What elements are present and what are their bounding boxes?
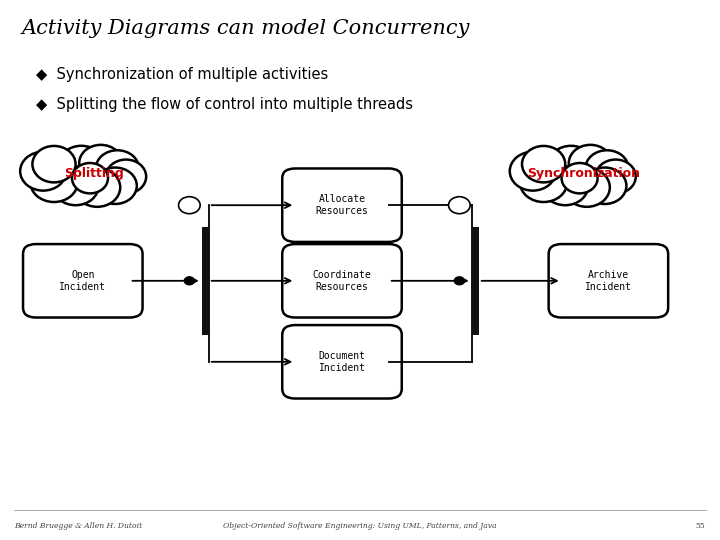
Ellipse shape bbox=[569, 145, 612, 181]
Text: Bernd Bruegge & Allen H. Dutoit: Bernd Bruegge & Allen H. Dutoit bbox=[14, 522, 143, 530]
Ellipse shape bbox=[32, 146, 76, 183]
Ellipse shape bbox=[96, 150, 139, 187]
Ellipse shape bbox=[564, 168, 610, 207]
Ellipse shape bbox=[583, 167, 626, 204]
Text: Document
Incident: Document Incident bbox=[318, 350, 366, 373]
Ellipse shape bbox=[522, 150, 580, 198]
Text: ◆  Synchronization of multiple activities: ◆ Synchronization of multiple activities bbox=[36, 68, 328, 83]
Ellipse shape bbox=[595, 160, 636, 193]
Bar bbox=[202, 227, 209, 335]
Ellipse shape bbox=[585, 150, 629, 187]
Ellipse shape bbox=[32, 150, 90, 198]
Ellipse shape bbox=[20, 152, 66, 191]
Ellipse shape bbox=[179, 197, 200, 214]
Ellipse shape bbox=[30, 162, 78, 202]
Ellipse shape bbox=[520, 162, 567, 202]
Bar bbox=[472, 227, 479, 335]
Ellipse shape bbox=[74, 168, 120, 207]
Ellipse shape bbox=[184, 277, 194, 285]
Text: Activity Diagrams can model Concurrency: Activity Diagrams can model Concurrency bbox=[22, 19, 470, 38]
Ellipse shape bbox=[522, 146, 565, 183]
FancyBboxPatch shape bbox=[549, 244, 668, 318]
Ellipse shape bbox=[53, 166, 99, 205]
Ellipse shape bbox=[548, 146, 594, 185]
Text: Synchronization: Synchronization bbox=[527, 167, 639, 180]
FancyBboxPatch shape bbox=[23, 244, 143, 318]
Ellipse shape bbox=[106, 160, 146, 193]
Text: Archive
Incident: Archive Incident bbox=[585, 269, 632, 292]
Text: 55: 55 bbox=[696, 522, 706, 530]
Ellipse shape bbox=[58, 146, 104, 185]
Text: Object-Oriented Software Engineering: Using UML, Patterns, and Java: Object-Oriented Software Engineering: Us… bbox=[223, 522, 497, 530]
Ellipse shape bbox=[72, 163, 108, 193]
Ellipse shape bbox=[94, 167, 137, 204]
Ellipse shape bbox=[562, 163, 598, 193]
Ellipse shape bbox=[79, 145, 122, 181]
FancyBboxPatch shape bbox=[282, 168, 402, 242]
Ellipse shape bbox=[542, 166, 588, 205]
Text: Splitting: Splitting bbox=[64, 167, 123, 180]
Text: Allocate
Resources: Allocate Resources bbox=[315, 194, 369, 217]
FancyBboxPatch shape bbox=[282, 244, 402, 318]
Ellipse shape bbox=[454, 277, 464, 285]
FancyBboxPatch shape bbox=[282, 325, 402, 399]
Ellipse shape bbox=[449, 197, 470, 214]
Ellipse shape bbox=[510, 152, 556, 191]
Text: Coordinate
Resources: Coordinate Resources bbox=[312, 269, 372, 292]
Text: ◆  Splitting the flow of control into multiple threads: ◆ Splitting the flow of control into mul… bbox=[36, 97, 413, 112]
Text: Open
Incident: Open Incident bbox=[59, 269, 107, 292]
